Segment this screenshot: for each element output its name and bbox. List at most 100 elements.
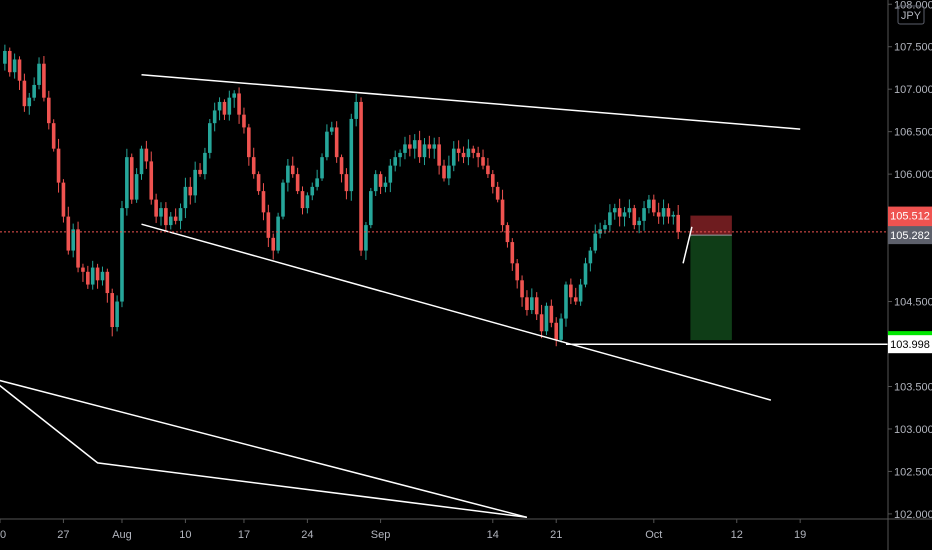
- candle-body: [481, 157, 485, 166]
- time-tick-label: 24: [301, 529, 313, 541]
- candle-body: [398, 152, 402, 158]
- candle-body: [417, 140, 422, 158]
- candles: [3, 44, 680, 347]
- candle-body: [408, 144, 412, 149]
- time-tick-label: 12: [731, 529, 743, 541]
- candle-body: [3, 50, 7, 64]
- currency-label: JPY: [901, 10, 922, 22]
- candle-body: [86, 271, 90, 285]
- candle-body: [251, 157, 256, 175]
- price-tick-label: 103.000: [894, 424, 932, 436]
- candle-body: [588, 250, 593, 264]
- candle-body: [110, 293, 115, 328]
- candle-body: [530, 297, 534, 311]
- time-tick-label: 21: [550, 529, 562, 541]
- candle-body: [578, 284, 583, 302]
- candle-body: [129, 157, 134, 200]
- candle-body: [476, 152, 480, 158]
- price-tag-label: 105.282: [890, 230, 930, 242]
- candle-body: [461, 152, 466, 158]
- candle-body: [388, 165, 393, 183]
- trendlines[interactable]: [0, 73, 888, 519]
- candle-body: [378, 174, 383, 187]
- candle-body: [295, 174, 300, 192]
- candle-body: [71, 229, 75, 251]
- candle-body: [266, 212, 271, 238]
- candle-body: [17, 59, 22, 81]
- candle-body: [173, 216, 178, 221]
- candle-body: [256, 174, 261, 192]
- candle-body: [471, 148, 476, 153]
- candle-body: [310, 186, 315, 196]
- trendline-0[interactable]: [0, 378, 527, 519]
- time-tick-label: 14: [487, 529, 499, 541]
- candle-body: [437, 144, 441, 166]
- candle-body: [456, 148, 461, 153]
- candle-body: [232, 93, 236, 98]
- price-tick-label: 104.500: [894, 297, 932, 309]
- price-tick-label: 103.500: [894, 381, 932, 393]
- candle-body: [603, 225, 607, 230]
- candle-body: [212, 110, 217, 124]
- candle-body: [217, 101, 222, 111]
- candle-body: [349, 118, 354, 192]
- candle-body: [647, 199, 651, 209]
- candle-body: [276, 216, 280, 251]
- price-tick-label: 106.500: [894, 127, 932, 139]
- trendline-5[interactable]: [682, 226, 693, 264]
- time-tick-label: Oct: [645, 529, 662, 541]
- candle-body: [427, 144, 432, 149]
- candle-body: [159, 208, 163, 217]
- candle-body: [154, 199, 158, 217]
- candle-body: [325, 131, 329, 158]
- time-axis[interactable]: 20 27 Aug 10 17 24 Sep 14 21 Oct 12 19: [0, 518, 932, 541]
- candle-body: [505, 225, 510, 243]
- candle-body: [193, 169, 197, 196]
- candle-body: [617, 208, 622, 217]
- candle-body: [369, 191, 373, 226]
- candle-body: [95, 267, 100, 281]
- candle-body: [37, 63, 41, 85]
- trendline-1[interactable]: [0, 378, 528, 519]
- time-tick-label: 19: [794, 529, 806, 541]
- candle-body: [656, 212, 661, 217]
- candle-body: [334, 127, 339, 158]
- candle-body: [105, 271, 110, 294]
- candle-body: [178, 208, 183, 221]
- candle-body: [27, 97, 32, 107]
- candle-body: [637, 220, 641, 226]
- candle-body: [144, 148, 149, 162]
- take-profit-zone: [690, 235, 732, 341]
- currency-badge[interactable]: JPY: [897, 5, 925, 25]
- candle-body: [198, 169, 202, 175]
- trendline-3[interactable]: [141, 223, 772, 401]
- candle-body: [100, 271, 105, 281]
- candle-body: [188, 186, 193, 196]
- candle-body: [247, 127, 251, 158]
- candle-body: [666, 208, 671, 217]
- candle-body: [442, 165, 446, 179]
- candle-body: [222, 101, 227, 115]
- candle-body: [271, 237, 276, 251]
- candle-body: [227, 97, 232, 115]
- candle-body: [539, 314, 544, 332]
- candle-body: [534, 297, 539, 315]
- candle-body: [383, 182, 388, 187]
- trendline-2[interactable]: [141, 73, 801, 130]
- candle-body: [134, 174, 139, 200]
- candle-body: [373, 174, 378, 192]
- candle-body: [544, 305, 549, 332]
- candle-body: [510, 242, 515, 264]
- price-tag-stop: 105.512: [888, 206, 932, 225]
- candle-body: [495, 186, 500, 200]
- candle-body: [608, 212, 612, 226]
- candle-body: [593, 233, 598, 251]
- candle-body: [61, 182, 66, 217]
- candle-body: [290, 165, 295, 175]
- candle-body: [569, 284, 573, 298]
- candle-body: [359, 101, 363, 251]
